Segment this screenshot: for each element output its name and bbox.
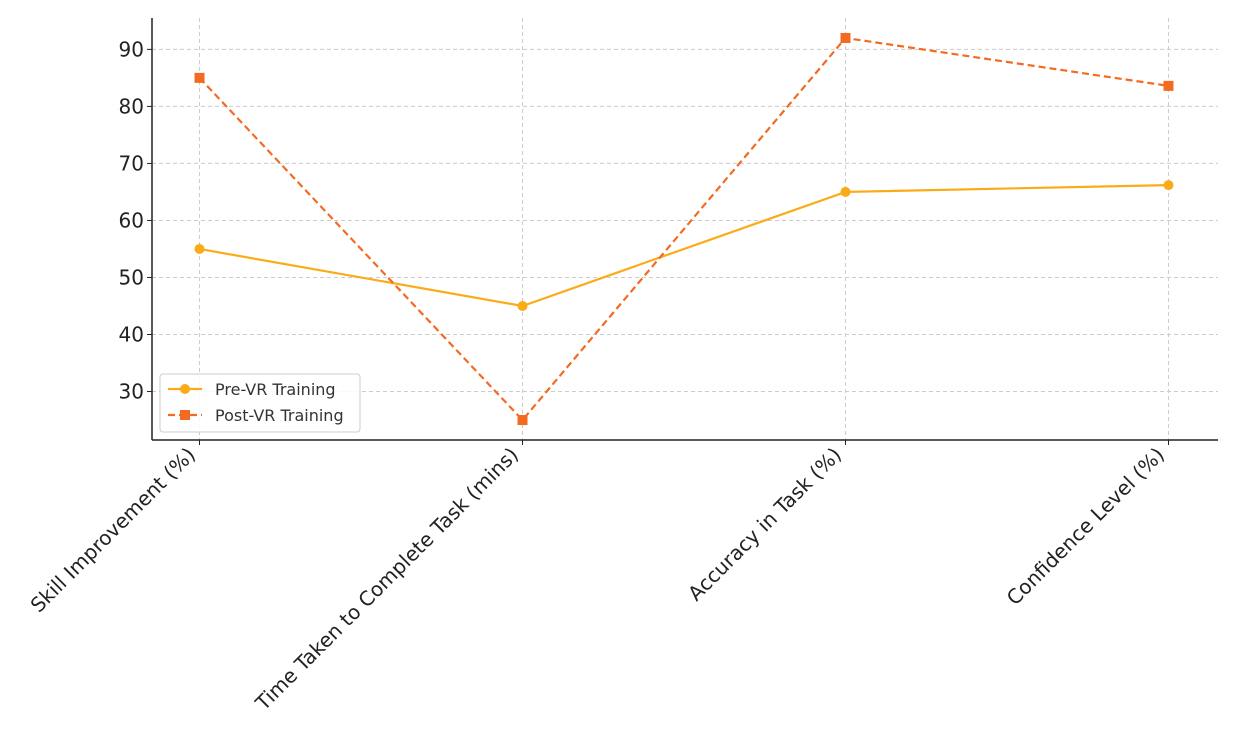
axes: 30 40 50 60 70 80 90 Skill Improvement (%) Time … [26,18,1218,716]
x-tick-label: Time Taken to Complete Task (mins) [250,443,523,716]
series [194,32,1174,426]
y-tick-label: 60 [119,208,144,232]
y-tick-label: 40 [119,323,144,347]
legend-label-1: Pre-VR Training [215,380,336,399]
y-tick-label: 50 [119,265,144,289]
x-tick-label: Confidence Level (%) [1002,443,1169,610]
data-point-square [194,72,205,83]
data-point-circle [517,300,528,311]
legend-label-2: Post-VR Training [215,406,344,425]
x-tick-label: Accuracy in Task (%) [683,443,846,606]
legend-box [159,373,361,433]
grid [152,18,1218,440]
x-tick-label: Skill Improvement (%) [26,443,201,618]
series-line-1 [199,183,1169,308]
data-point-square [1163,80,1174,91]
legend: Pre-VR Training Post-VR Training [159,373,361,433]
legend-marker-circle [180,384,190,394]
data-point-square [517,415,528,426]
y-tick-label: 30 [119,380,144,404]
data-point-circle [194,243,205,254]
data-point-square [840,32,851,43]
series-line-2 [198,36,1169,422]
y-tick-label: 70 [119,151,144,175]
y-tick-label: 80 [119,94,144,118]
legend-marker-square [180,410,190,420]
y-tick-label: 90 [119,37,144,61]
data-point-circle [1163,180,1174,191]
data-point-circle [840,186,851,197]
